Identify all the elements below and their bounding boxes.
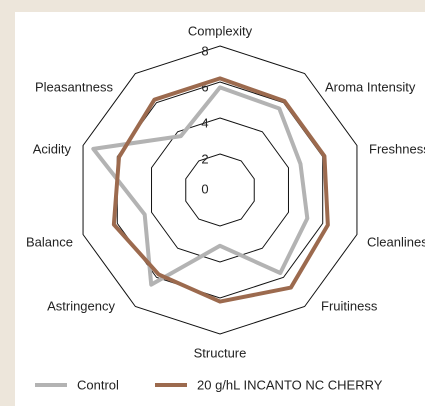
series-polygon (91, 85, 310, 287)
category-label: Acidity (33, 141, 72, 156)
category-label: Cleanliness (367, 234, 425, 249)
legend-label: 20 g/hL INCANTO NC CHERRY (197, 377, 383, 392)
series-polygon (111, 76, 330, 304)
category-label: Freshness (369, 141, 425, 156)
legend-label: Control (77, 377, 119, 392)
category-label: Fruitiness (321, 298, 378, 313)
category-label: Pleasantness (35, 79, 114, 94)
category-label: Balance (26, 234, 73, 249)
grid-ring (151, 117, 289, 263)
r-tick-label: 0 (201, 181, 208, 196)
r-tick-label: 2 (201, 151, 208, 166)
grid-ring (185, 153, 255, 227)
grid-ring (82, 45, 358, 335)
category-label: Structure (194, 345, 247, 360)
category-label: Complexity (188, 23, 253, 38)
r-tick-label: 6 (201, 79, 208, 94)
category-label: Astringency (47, 298, 115, 313)
r-tick-label: 4 (201, 115, 208, 130)
category-label: Aroma Intensity (325, 79, 416, 94)
r-tick-label: 8 (201, 43, 208, 58)
